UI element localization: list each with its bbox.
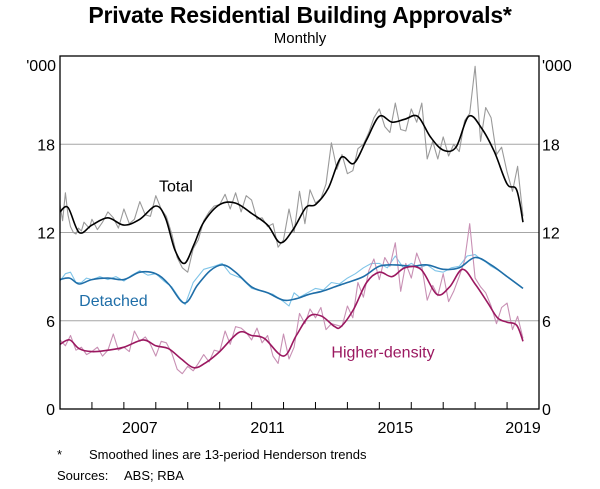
- y-tick-label-left: 18: [37, 137, 55, 154]
- y-tick-label-right: 6: [542, 314, 551, 331]
- series-label-detached: Detached: [79, 293, 148, 310]
- y-unit-left: '000: [26, 58, 56, 75]
- sources: Sources: ABS; RBA: [57, 468, 184, 483]
- series-line-detached: [59, 256, 524, 304]
- footnote-marker: *: [57, 447, 63, 462]
- series-line-detached-raw: [59, 254, 524, 307]
- series-line-higher-density: [59, 265, 524, 369]
- series-line-total: [59, 114, 524, 265]
- y-tick-label-right: 12: [542, 226, 560, 243]
- sources-text: ABS; RBA: [124, 468, 184, 483]
- series-lines: [59, 65, 524, 375]
- y-tick-label-left: 0: [46, 402, 55, 419]
- x-tick-label: 2011: [250, 420, 285, 437]
- chart-subtitle: Monthly: [273, 30, 327, 47]
- series-line-total-raw: [59, 65, 524, 273]
- y-tick-label-right: 18: [542, 137, 560, 154]
- series-line-higher-density-raw: [59, 223, 524, 375]
- sources-label: Sources:: [57, 468, 109, 483]
- footnote: * Smoothed lines are 13-period Henderson …: [57, 447, 367, 462]
- y-tick-label-left: 12: [37, 226, 55, 243]
- y-unit-right: '000: [542, 58, 572, 75]
- y-tick-label-right: 0: [542, 402, 551, 419]
- x-axis-ticks: [91, 402, 508, 409]
- x-tick-label: 2015: [378, 420, 414, 437]
- y-axis-labels: 0 0 6 6 12 12 18 18: [37, 137, 560, 419]
- series-label-total: Total: [159, 178, 193, 195]
- footnote-text: Smoothed lines are 13-period Henderson t…: [89, 447, 367, 462]
- x-axis-labels: 2007 2011 2015 2019: [122, 420, 541, 437]
- chart-title: Private Residential Building Approvals*: [88, 2, 512, 28]
- plot-frame: [59, 55, 540, 410]
- y-tick-label-left: 6: [46, 314, 55, 331]
- gridlines: [60, 143, 539, 322]
- series-label-higher-density: Higher-density: [331, 345, 434, 362]
- x-tick-label: 2007: [122, 420, 158, 437]
- x-tick-label: 2019: [505, 420, 541, 437]
